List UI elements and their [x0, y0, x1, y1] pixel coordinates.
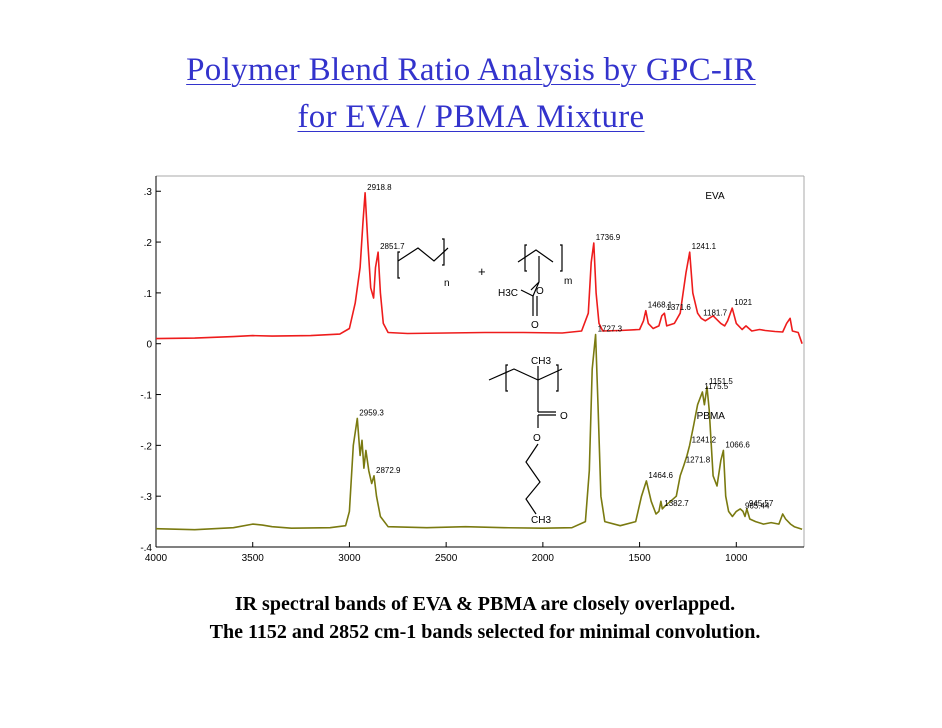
y-tick-label: 0 — [146, 340, 152, 351]
va-bond-methyl — [520, 289, 534, 297]
x-axis-ticks: 4000 3500 3000 2500 2000 1500 1000 — [145, 542, 748, 564]
peak-label: 1736.9 — [596, 233, 621, 242]
ir-spectrum-chart: .3 .2 .1 0 -.1 -.2 -.3 -.4 4000 3500 3000 2500 2000… — [126, 166, 810, 578]
peak-label: 1181.7 — [703, 308, 727, 317]
slide-title-line-2: for EVA / PBMA Mixture — [297, 99, 645, 135]
x-tick-label: 1000 — [725, 553, 748, 564]
y-tick-label: -.2 — [140, 441, 152, 452]
peak-label: 1382.7 — [664, 499, 689, 508]
x-tick-label: 2000 — [532, 553, 555, 564]
slide-title-line-1: Polymer Blend Ratio Analysis by GPC-IR — [186, 52, 756, 88]
x-tick-label: 3000 — [338, 553, 361, 564]
va-bond-c — [532, 281, 540, 297]
peak-label: 1727.3 — [598, 325, 623, 334]
pbma-butyl-chain — [525, 443, 541, 515]
x-tick-label: 2500 — [435, 553, 458, 564]
eva-sub-n: n — [444, 278, 450, 289]
pbma-methyl-label: CH3 — [531, 356, 551, 367]
chart-background — [126, 166, 810, 578]
va-bond-o — [530, 281, 540, 291]
y-tick-label: .2 — [144, 238, 153, 249]
eva-structure — [397, 238, 563, 316]
peak-label: 1021 — [734, 298, 752, 307]
caption-line-1: IR spectral bands of EVA & PBMA are clos… — [234, 593, 736, 615]
peak-label: 965.44 — [745, 501, 770, 510]
peak-label: 1066.6 — [725, 440, 750, 449]
y-axis-ticks: .3 .2 .1 0 -.1 -.2 -.3 -.4 — [140, 187, 161, 554]
peak-label: 2918.8 — [367, 183, 392, 192]
peak-label: 2959.3 — [359, 408, 384, 417]
eva-sub-m: m — [564, 276, 572, 287]
eva-chain — [397, 247, 449, 262]
eva-bracket-right — [442, 238, 445, 266]
peak-label: 1468.1 — [648, 301, 673, 310]
pbma-chain — [488, 368, 563, 381]
y-tick-label: -.4 — [140, 543, 152, 554]
pbma-terminal-methyl: CH3 — [531, 515, 551, 526]
peak-label: 1175.5 — [704, 382, 728, 391]
y-tick-label: .3 — [144, 187, 153, 198]
series-label-eva: EVA — [705, 191, 725, 202]
x-tick-label: 3500 — [242, 553, 265, 564]
series-line-eva — [155, 191, 803, 344]
chart-axes — [155, 175, 805, 548]
peak-label: 1271.8 — [686, 456, 711, 465]
pbma-ester-o: O — [533, 433, 541, 444]
series-line-pbma — [155, 333, 803, 531]
peak-label: 945.57 — [749, 499, 774, 508]
pbma-structure-labels: CH3 O O CH3 — [531, 356, 568, 526]
eva-structure-labels: n m + H3C O O — [444, 264, 572, 331]
y-tick-label: .1 — [144, 289, 153, 300]
eva-bracket-left — [397, 251, 400, 279]
peak-label: 1371.6 — [666, 303, 691, 312]
spectrum-lines — [155, 191, 803, 531]
plus-sign: + — [478, 264, 486, 279]
pbma-structure — [488, 364, 563, 515]
va-ester-o: O — [536, 286, 544, 297]
peak-label: 1241.2 — [692, 435, 717, 444]
peak-label: 2872.9 — [376, 466, 401, 475]
peak-label: 1151.5 — [709, 377, 733, 386]
peak-label: 1241.1 — [692, 242, 717, 251]
pbma-bracket-right — [556, 364, 559, 392]
series-label-pbma: PBMA — [697, 411, 726, 422]
x-tick-label: 4000 — [145, 553, 168, 564]
pbma-carbonyl-o: O — [560, 411, 568, 422]
va-methyl-label: H3C — [498, 288, 518, 299]
y-tick-label: -.1 — [140, 391, 152, 402]
va-bracket-right — [560, 244, 563, 272]
x-tick-label: 1500 — [628, 553, 651, 564]
y-tick-label: -.3 — [140, 492, 152, 503]
caption-line-2: The 1152 and 2852 cm-1 bands selected fo… — [209, 621, 761, 643]
peak-label: 2851.7 — [380, 242, 405, 251]
va-chain — [517, 249, 554, 263]
va-carbonyl-o: O — [531, 320, 539, 331]
series-labels: EVA PBMA — [697, 191, 726, 422]
pbma-bracket-left — [505, 364, 508, 392]
peak-label: 1464.6 — [648, 471, 673, 480]
